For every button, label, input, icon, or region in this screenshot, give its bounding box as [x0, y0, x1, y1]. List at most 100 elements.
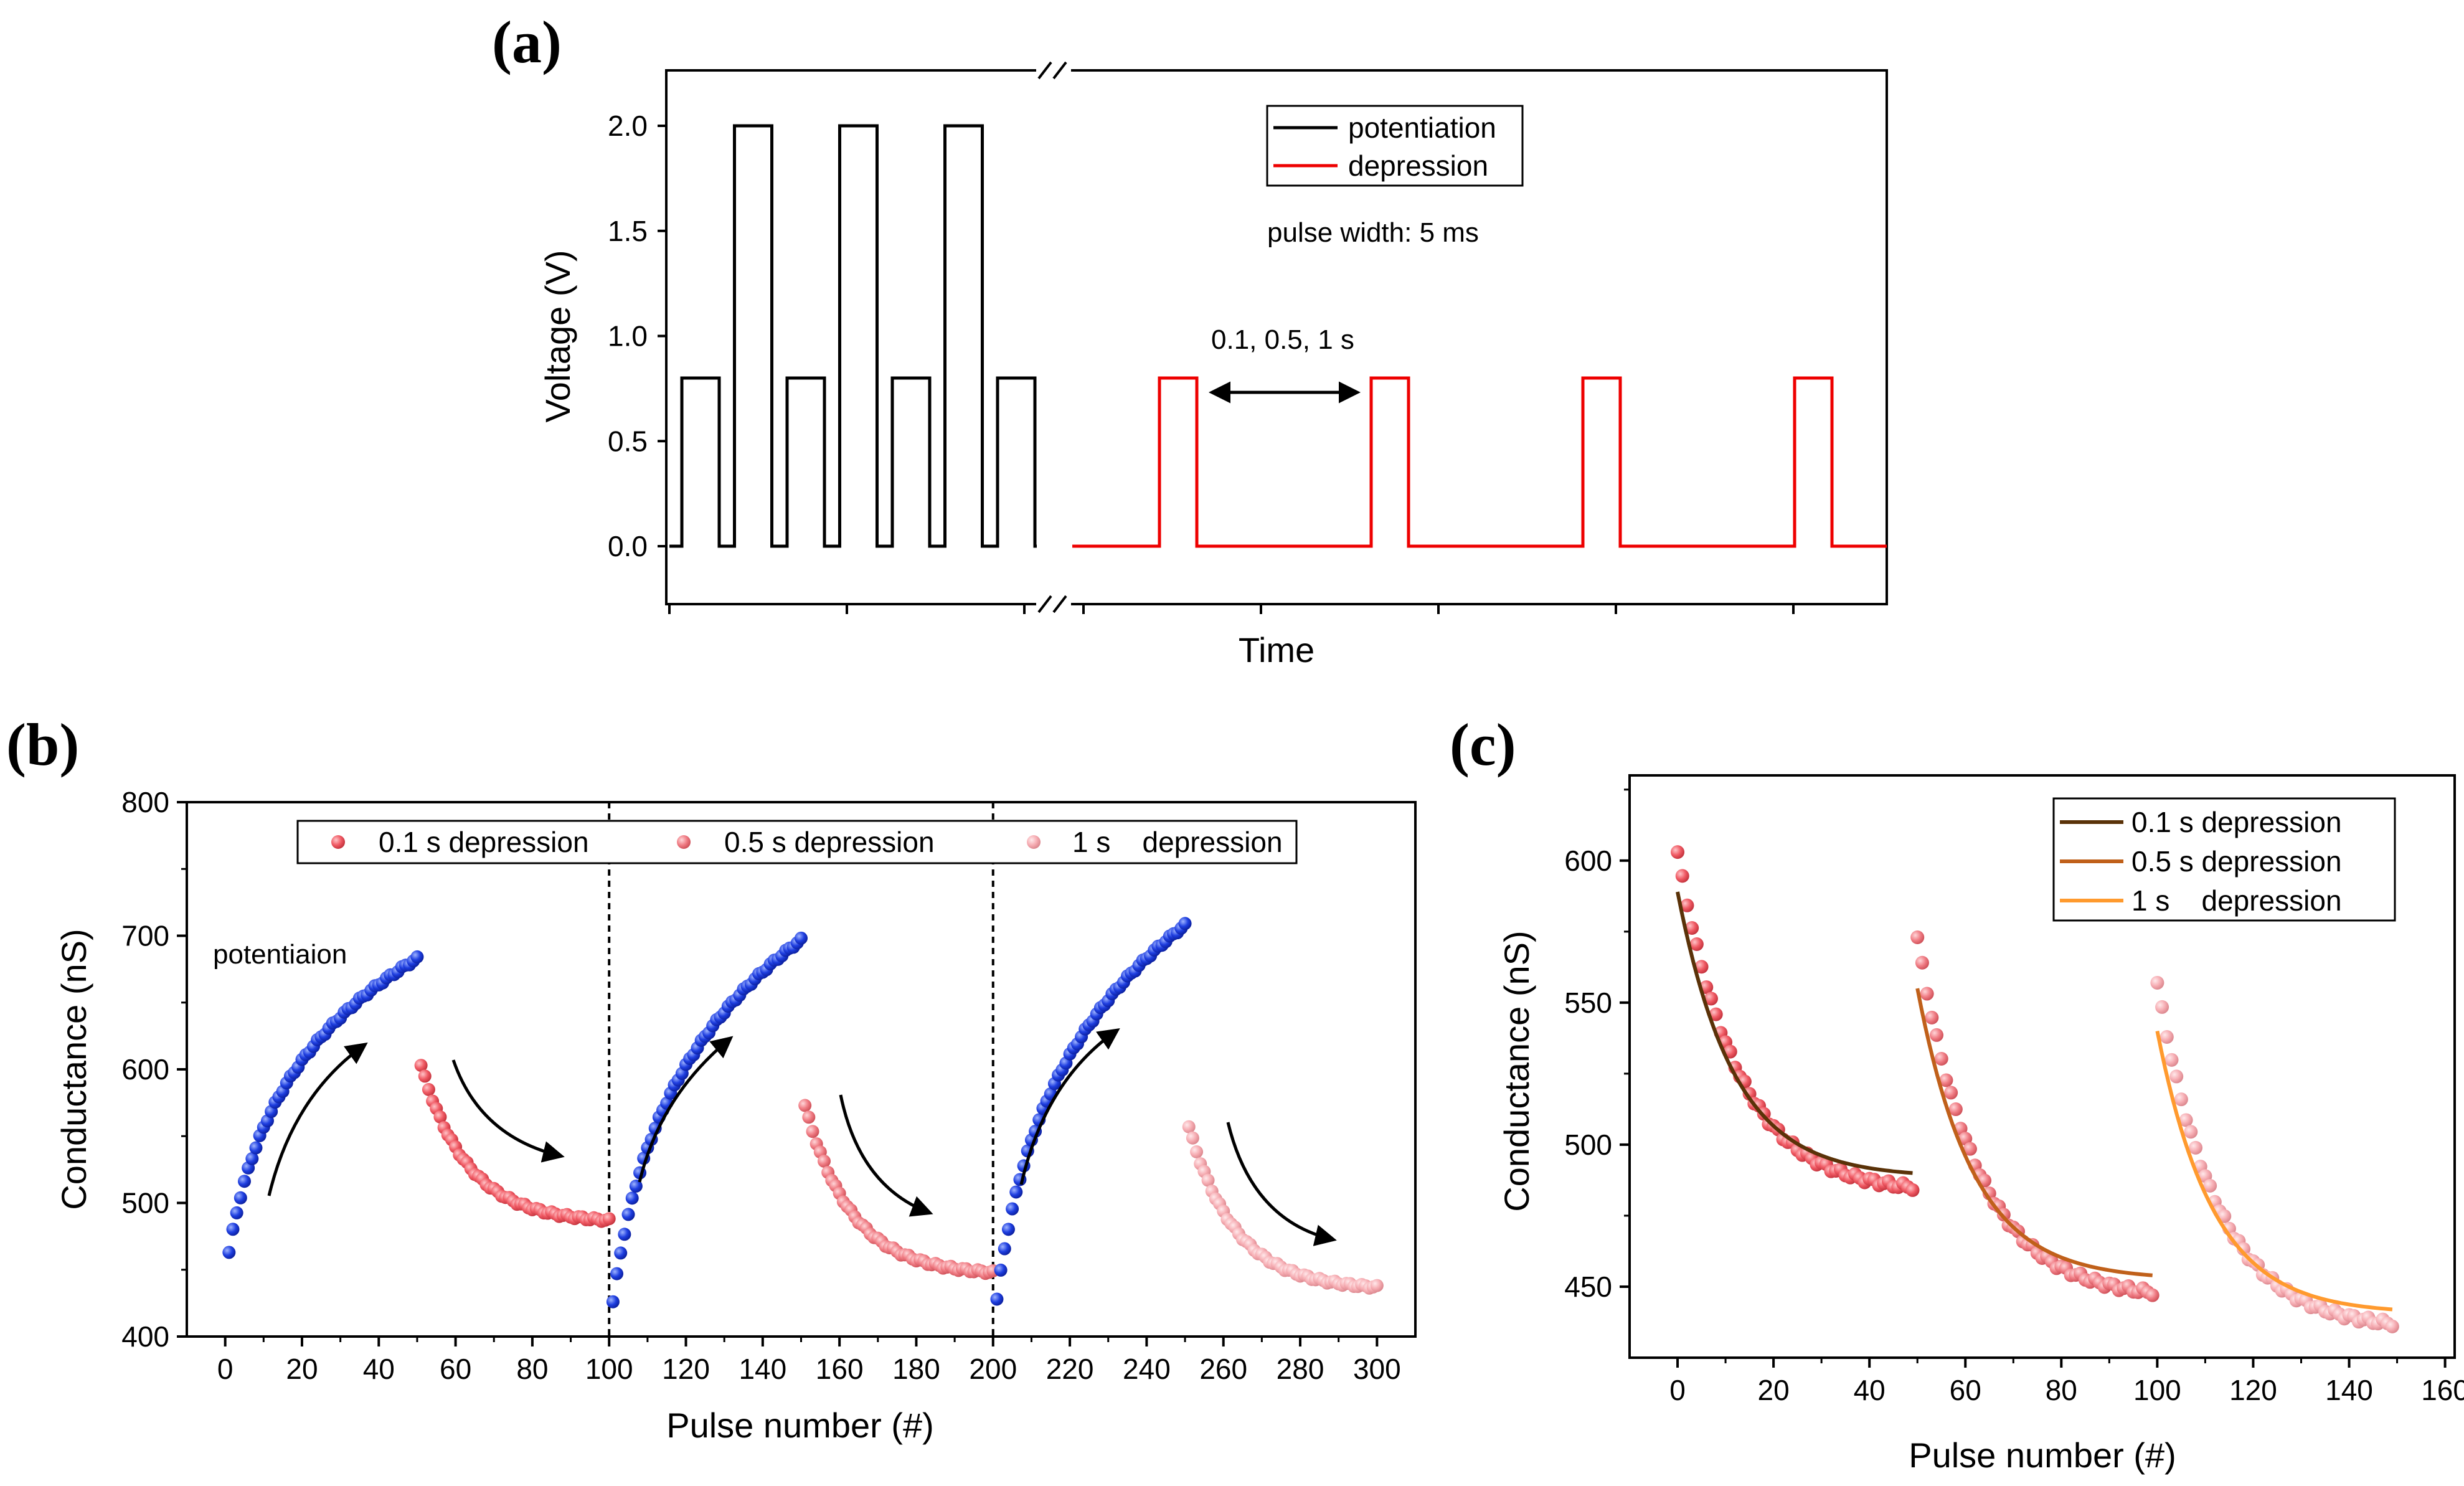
- b-data-point: [237, 1175, 251, 1188]
- b-xtick-label: 180: [892, 1353, 940, 1385]
- c-data-point: [1963, 1142, 1977, 1156]
- legend-c-0.5s-label: 0.5 s depression: [2131, 845, 2342, 878]
- potentiation-annotation: potentiaion: [213, 939, 347, 970]
- b-series-potentiation-2: [606, 931, 808, 1309]
- c-data-point: [2189, 1140, 2203, 1155]
- b-data-point: [625, 1191, 639, 1205]
- panel-b-y-axis-label: Conductance (nS): [54, 929, 93, 1209]
- c-data-point: [2155, 1000, 2169, 1014]
- c-data-point: [1944, 1086, 1958, 1100]
- c-data-point: [1948, 1102, 1963, 1117]
- c-data-point: [1925, 1010, 1939, 1025]
- b-data-point: [234, 1191, 247, 1204]
- c-series-0.1-s-depression: [1671, 845, 1920, 1197]
- c-data-point: [1915, 955, 1929, 970]
- panel-b-legend: 0.1 s depression 0.5 s depression 1 s de…: [296, 820, 1298, 864]
- b-data-point: [618, 1228, 631, 1241]
- b-xtick-label: 100: [585, 1353, 633, 1385]
- c-xtick-label: 40: [1854, 1374, 1886, 1406]
- panel-a-axis-break: [1036, 61, 1071, 613]
- depression-pulse-train: [1072, 376, 1887, 548]
- c-data-point: [1675, 869, 1689, 883]
- panel-a: (a) 0.0 0.5 1.0 1.5 2.0 Time Voltage (V): [492, 9, 1888, 670]
- b-data-point: [1001, 1223, 1015, 1236]
- c-xtick-label: 60: [1950, 1374, 1981, 1406]
- b-data-point: [226, 1223, 240, 1236]
- c-data-point: [2385, 1319, 2399, 1333]
- panel-b-label: (b): [6, 711, 79, 778]
- b-data-point: [1370, 1279, 1384, 1292]
- panel-a-x-ticks: [668, 604, 1795, 614]
- c-xtick-label: 20: [1758, 1374, 1790, 1406]
- panel-c-label: (c): [1450, 711, 1516, 778]
- c-data-point: [1694, 960, 1709, 974]
- c-xtick-label: 100: [2133, 1374, 2181, 1406]
- c-ytick-label: 550: [1564, 987, 1612, 1019]
- a-ytick-label: 0.0: [608, 530, 648, 562]
- c-xtick-label: 80: [2046, 1374, 2077, 1406]
- c-series-0.5-s-depression: [1910, 930, 2160, 1302]
- b-data-point: [1190, 1145, 1204, 1158]
- c-data-point: [2203, 1178, 2217, 1193]
- b-data-point: [817, 1154, 831, 1168]
- c-data-point: [1689, 937, 1704, 952]
- c-data-point: [1910, 930, 1925, 944]
- b-data-point: [602, 1212, 616, 1226]
- panel-c: (c) 0 20 40 60 80 100 120 140 160 450 500 550 600 P…: [1450, 711, 2464, 1475]
- panel-c-y-axis-label: Conductance (nS): [1497, 930, 1536, 1211]
- b-data-point: [422, 1082, 435, 1096]
- b-data-point: [614, 1246, 628, 1260]
- b-xtick-label: 80: [516, 1353, 548, 1385]
- c-data-point: [1671, 845, 1685, 859]
- potentiation-pulse-train: [669, 124, 1037, 548]
- b-ytick-label: 500: [121, 1187, 169, 1219]
- b-series-1-s-depression: [1182, 1120, 1384, 1295]
- a-ytick-label: 1.5: [608, 215, 648, 247]
- b-data-point: [1009, 1185, 1023, 1199]
- c-ytick-label: 500: [1564, 1129, 1612, 1161]
- c-data-point: [1680, 898, 1694, 912]
- panel-b-y-ticks: 400 500 600 700 800: [121, 786, 187, 1353]
- b-xtick-label: 240: [1123, 1353, 1171, 1385]
- b-series-0.5-s-depression: [798, 1099, 1000, 1280]
- a-ytick-label: 1.0: [608, 320, 648, 353]
- b-data-point: [245, 1152, 259, 1165]
- panel-b-frame: [186, 801, 1417, 1338]
- trend-arrow-5: [1019, 1028, 1120, 1185]
- trend-arrow-2: [451, 1059, 565, 1163]
- legend-b-1s-marker: [1027, 835, 1041, 849]
- panel-b-trend-arrows: [267, 1028, 1337, 1246]
- panel-a-y-ticks: 0.0 0.5 1.0 1.5 2.0: [608, 110, 666, 562]
- trend-arrow-1: [267, 1042, 368, 1196]
- b-data-point: [994, 1263, 1008, 1277]
- c-data-point: [1709, 1007, 1723, 1021]
- b-xtick-label: 140: [739, 1353, 786, 1385]
- c-fit-curve: [1915, 988, 2153, 1277]
- b-xtick-label: 20: [286, 1353, 318, 1385]
- b-data-point: [795, 931, 808, 945]
- c-xtick-label: 160: [2421, 1374, 2464, 1406]
- panel-a-y-axis-label: Voltage (V): [538, 250, 577, 422]
- b-series-potentiation-1: [222, 950, 424, 1259]
- legend-b-1s-label: 1 s depression: [1072, 826, 1283, 858]
- interval-annotation: 0.1, 0.5, 1 s: [1211, 324, 1354, 355]
- panel-c-y-ticks: 450 500 550 600: [1564, 788, 1630, 1303]
- b-xtick-label: 60: [440, 1353, 471, 1385]
- panel-c-x-axis-label: Pulse number (#): [1909, 1436, 2176, 1475]
- c-xtick-label: 120: [2229, 1374, 2277, 1406]
- b-xtick-label: 300: [1353, 1353, 1401, 1385]
- c-data-point: [2160, 1030, 2174, 1044]
- b-data-point: [414, 1059, 428, 1072]
- c-data-point: [1930, 1028, 1944, 1042]
- a-ytick-label: 2.0: [608, 110, 648, 142]
- b-xtick-label: 200: [969, 1353, 1017, 1385]
- c-data-point: [1958, 1132, 1973, 1146]
- b-data-point: [1182, 1120, 1196, 1133]
- c-data-point: [1905, 1183, 1920, 1197]
- b-series-0.1-s-depression: [414, 1059, 616, 1228]
- c-series-1-s-depression: [2150, 975, 2399, 1333]
- legend-c-1s-label: 1 s depression: [2131, 884, 2342, 917]
- b-xtick-label: 40: [363, 1353, 395, 1385]
- c-data-point: [2237, 1242, 2251, 1256]
- c-data-point: [2179, 1113, 2193, 1127]
